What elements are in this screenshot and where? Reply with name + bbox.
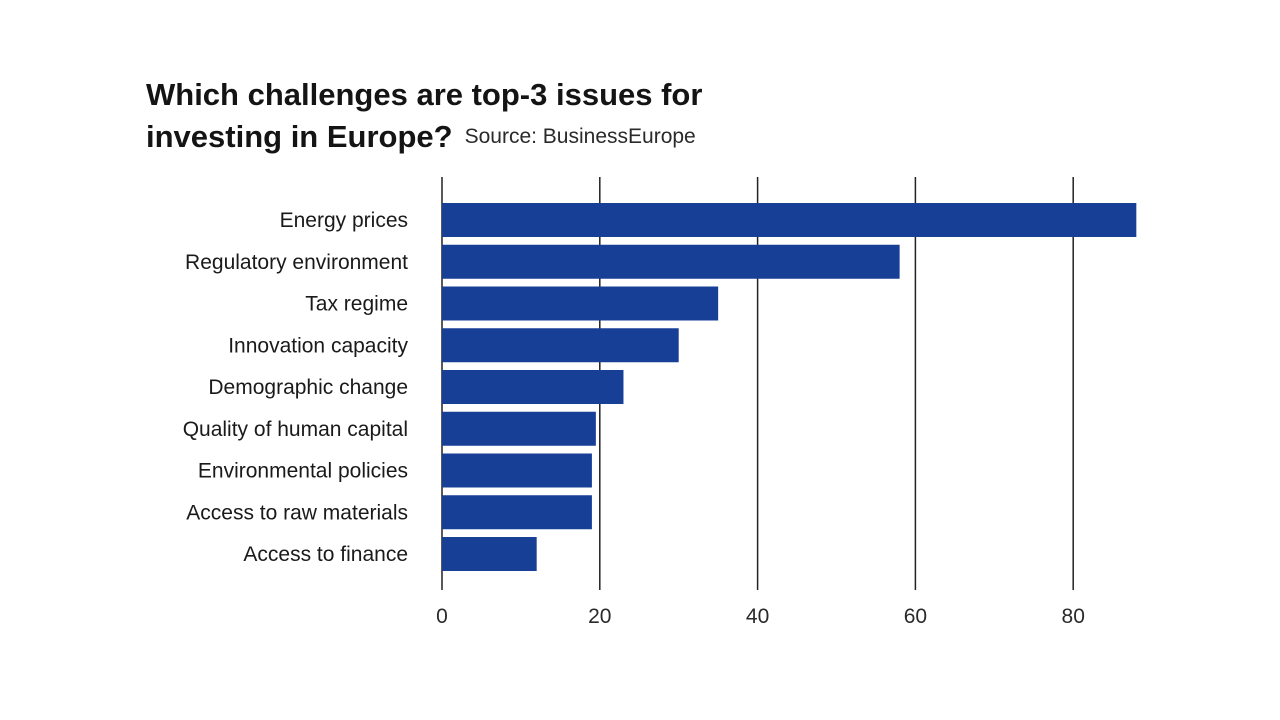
chart-title-line-1: Which challenges are top-3 issues for [146,77,703,112]
bar-8 [442,537,537,571]
category-label-8: Access to finance [243,543,408,566]
bar-0 [442,203,1137,237]
chart-source: Source: BusinessEurope [464,125,696,148]
x-tick-label-60: 60 [904,605,927,628]
category-labels: Energy prices Regulatory environment Tax r… [183,209,409,566]
category-label-5: Quality of human capital [183,418,408,441]
category-label-1: Regulatory environment [185,251,408,274]
bar-7 [442,495,592,530]
bar-1 [442,244,900,279]
chart-title-block: Which challenges are top-3 issues for in… [146,74,846,162]
chart-title-line-2-text: investing in Europe? [146,119,453,154]
bars [442,203,1137,571]
category-label-2: Tax regime [305,293,408,316]
category-label-3: Innovation capacity [228,334,408,357]
x-tick-label-20: 20 [588,605,611,628]
x-tick-label-40: 40 [746,605,769,628]
category-label-4: Demographic change [208,376,408,399]
bar-4 [442,370,624,404]
category-label-7: Access to raw materials [186,501,408,524]
bar-5 [442,411,596,446]
bar-2 [442,286,719,321]
bar-6 [442,453,592,488]
bar-3 [442,328,679,363]
x-tick-label-0: 0 [436,605,448,628]
chart-title-line-2: investing in Europe? Source: BusinessEuro… [146,116,846,162]
category-label-0: Energy prices [280,209,408,232]
category-label-6: Environmental policies [198,460,408,483]
x-tick-labels: 0 20 40 60 80 [436,605,1085,628]
x-tick-label-80: 80 [1062,605,1085,628]
